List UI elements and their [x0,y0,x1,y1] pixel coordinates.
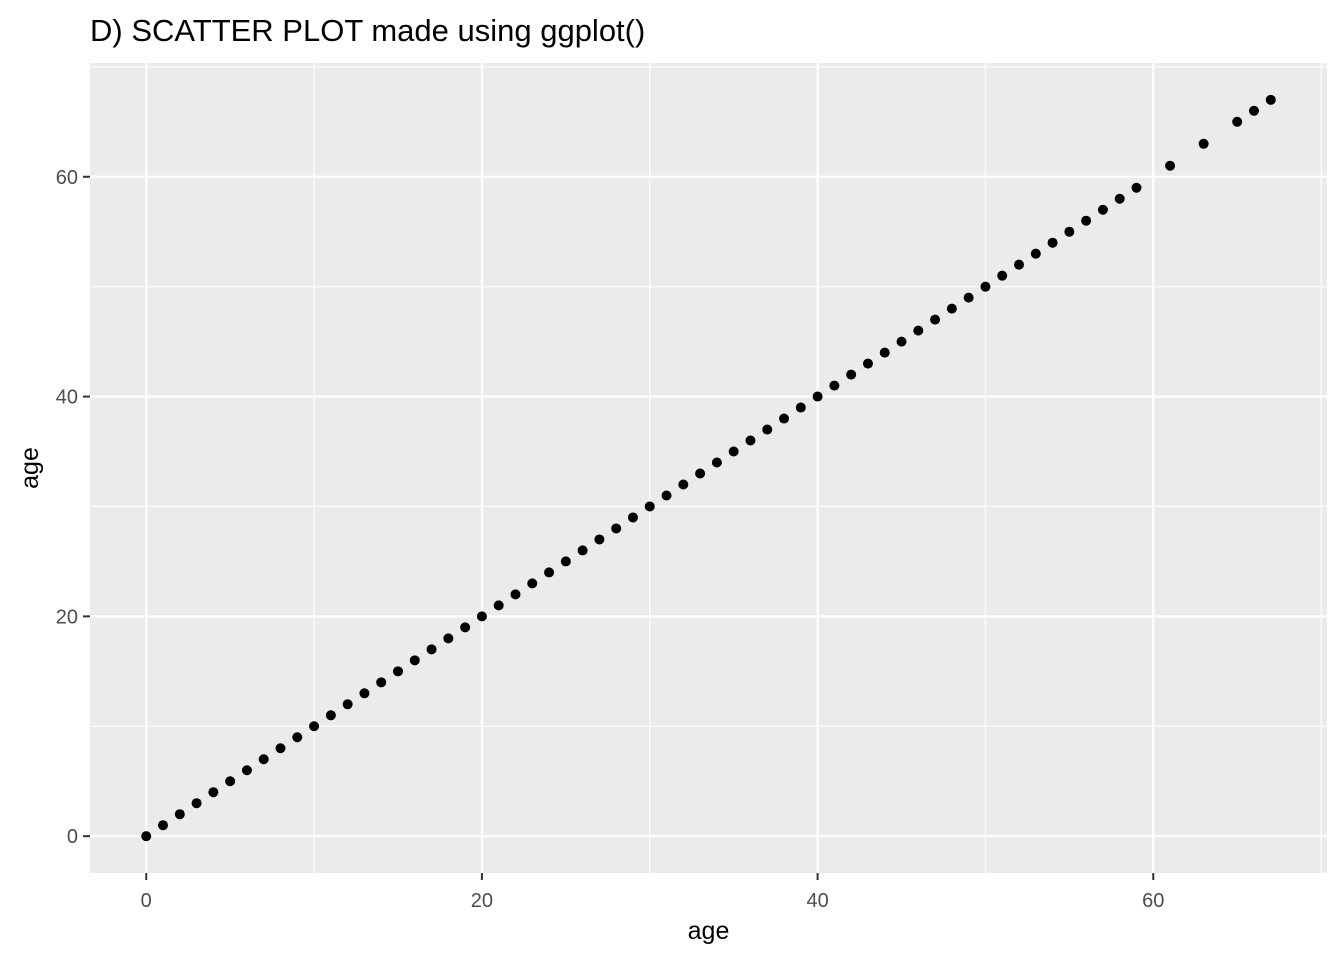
data-point [611,523,622,534]
data-point [678,479,689,490]
x-tick-label: 0 [141,890,152,912]
data-point [963,292,974,303]
data-point [493,600,504,611]
data-point [258,754,269,765]
data-point [409,655,420,666]
chart-title: D) SCATTER PLOT made using ggplot() [90,13,645,48]
data-point [309,721,320,732]
data-point [627,512,638,523]
data-point [762,424,773,435]
data-point [325,710,336,721]
data-point [241,765,252,776]
y-tick-label: 0 [67,826,78,848]
data-point [174,809,185,820]
data-point [644,501,655,512]
data-point [745,435,756,446]
data-point [846,369,857,380]
data-point [997,270,1008,281]
data-point [443,633,454,644]
data-point [560,556,571,567]
data-point [527,578,538,589]
data-point [930,314,941,325]
y-tick-label: 60 [56,167,78,189]
x-tick-label: 60 [1142,890,1164,912]
data-point [896,336,907,347]
x-tick-label: 40 [806,890,828,912]
data-point [577,545,588,556]
data-point [1047,237,1058,248]
data-point [862,358,873,369]
plot-panel [90,63,1327,873]
data-point [544,567,555,578]
data-point [426,644,437,655]
data-point [1265,94,1276,105]
data-point [1198,138,1209,149]
data-point [392,666,403,677]
data-point [1248,105,1259,116]
data-point [376,677,387,688]
data-point [913,325,924,336]
data-point [728,446,739,457]
data-point [1030,248,1041,259]
data-point [208,787,219,798]
data-point [1064,226,1075,237]
data-point [711,457,722,468]
data-point [141,831,152,842]
data-point [779,413,790,424]
data-point [476,611,487,622]
data-point [225,776,236,787]
data-point [460,622,471,633]
data-point [1131,182,1142,193]
data-point [879,347,890,358]
data-point [812,391,823,402]
major-gridlines [90,63,1327,873]
minor-gridlines [90,63,1327,873]
data-point [795,402,806,413]
data-point [359,688,370,699]
data-point [191,798,202,809]
data-point [1097,204,1108,215]
y-axis: 0 20 40 60 [56,167,90,848]
data-point [1114,193,1125,204]
data-point [946,303,957,314]
data-point [695,468,706,479]
y-tick-label: 40 [56,387,78,409]
x-axis-title: age [688,917,730,945]
data-point [292,732,303,743]
data-point [510,589,521,600]
data-point [1165,160,1176,171]
data-point [980,281,991,292]
data-point [1014,259,1025,270]
y-tick-label: 20 [56,606,78,628]
data-point [158,820,169,831]
data-point [1232,116,1243,127]
data-point [829,380,840,391]
x-axis: 0 20 40 60 [141,873,1164,912]
data-point [1081,215,1092,226]
data-point [661,490,672,501]
data-point [275,743,286,754]
y-axis-title: age [16,447,44,489]
data-point [342,699,353,710]
data-point [594,534,605,545]
x-tick-label: 20 [471,890,493,912]
data-points [141,94,1276,842]
